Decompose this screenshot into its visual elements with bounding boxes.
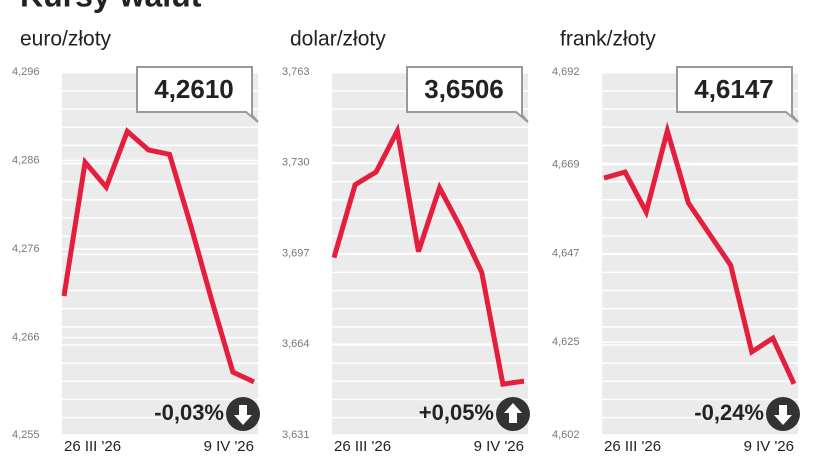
x-tick-label: 26 III '26 [604,438,661,455]
y-tick-label: 4,266 [12,332,40,344]
y-tick-label: 4,296 [12,66,40,78]
subtitle: frank/złoty [560,28,656,51]
change-value: +0,05% [419,400,494,425]
value-box [676,66,799,123]
y-tick-label: 4,255 [12,429,40,441]
y-tick-label: 4,276 [12,243,40,255]
y-tick-label: 4,647 [552,247,580,259]
trend-arrow [774,405,792,425]
y-tick-label: 3,763 [282,66,310,78]
current-value: 4,6147 [694,74,774,104]
y-tick-label: 4,625 [552,336,580,348]
y-tick-label: 3,631 [282,429,310,441]
y-tick-label: 4,669 [552,159,580,171]
x-tick-label: 9 IV '26 [204,438,254,455]
y-tick-label: 3,697 [282,247,310,259]
trend-arrow [504,403,522,423]
page-title: Kursy walut [20,0,202,13]
current-value: 4,2610 [154,74,234,104]
x-tick-label: 9 IV '26 [474,438,524,455]
value-box [406,66,529,123]
line [331,123,525,387]
change-value: -0,24% [694,400,764,425]
current-value: 3,6506 [424,74,504,104]
subtitle: euro/złoty [20,28,112,51]
trend-arrow [234,405,252,425]
x-tick-label: 26 III '26 [334,438,391,455]
y-tick-label: 3,730 [282,157,310,169]
line [603,121,797,385]
line [61,127,256,385]
y-tick-label: 4,692 [552,66,580,78]
plot-area [62,72,258,435]
x-tick-label: 9 IV '26 [744,438,794,455]
y-tick-label: 4,602 [552,429,580,441]
subtitle: dolar/złoty [290,28,386,51]
y-tick-label: 3,664 [282,338,310,350]
value-box [136,66,259,123]
change-value: -0,03% [154,400,224,425]
y-tick-label: 4,286 [12,154,40,166]
x-tick-label: 26 III '26 [64,438,121,455]
